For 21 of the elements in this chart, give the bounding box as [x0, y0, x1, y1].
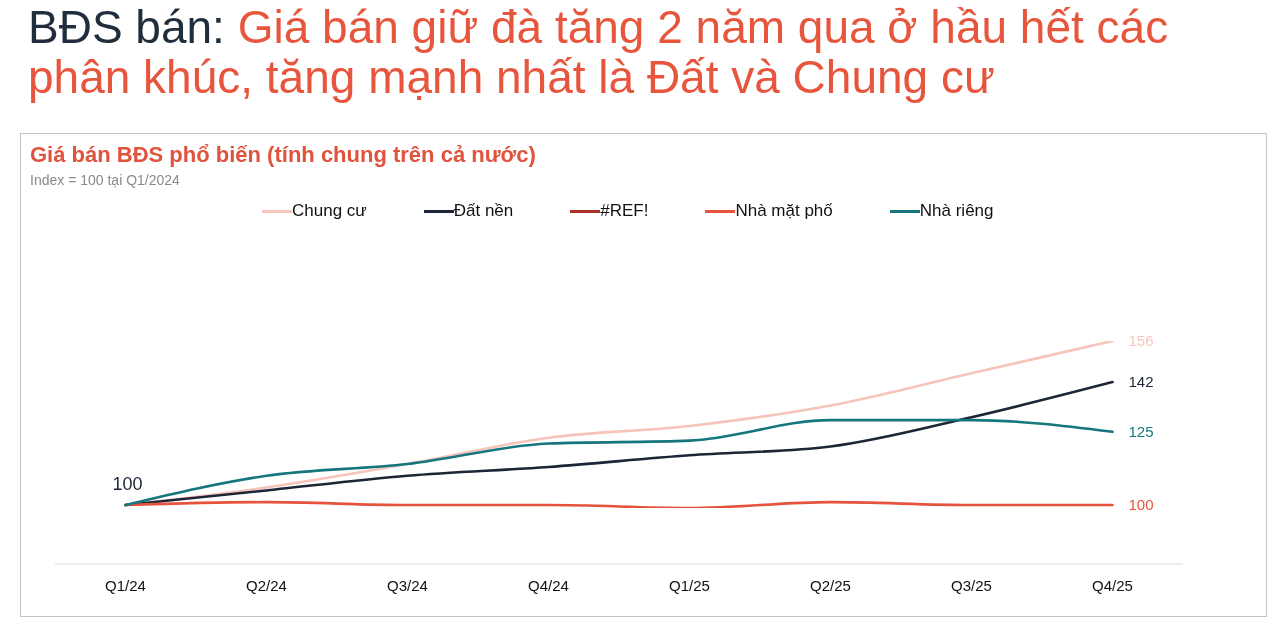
- x-tick-label: Q3/25: [951, 576, 992, 594]
- legend-label: Đất nền: [453, 201, 514, 221]
- legend-label: Nhà riêng: [919, 201, 994, 221]
- data-label: 100: [112, 474, 143, 495]
- data-label: 156: [1128, 332, 1154, 350]
- legend-label: #REF!: [600, 201, 649, 221]
- legend-label: Nhà mặt phố: [735, 201, 833, 221]
- data-label: 125: [1128, 423, 1154, 441]
- x-tick-label: Q1/24: [105, 576, 146, 594]
- x-tick-label: Q4/24: [528, 576, 569, 594]
- x-tick-label: Q2/24: [246, 576, 287, 594]
- x-tick-label: Q3/24: [387, 576, 428, 594]
- x-tick-label: Q4/25: [1092, 576, 1133, 594]
- data-label: 100: [1128, 496, 1154, 514]
- x-tick-label: Q2/25: [810, 576, 851, 594]
- text: BĐS bán: Giá bán giữ đà tăng 2 năm qua ở hầu hết các phân khúc, tăng mạnh nhất là Đất và Chung cư: [28, 1, 1170, 103]
- chart-title: Giá bán BĐS phổ biến (tính chung trên cả nước): [30, 142, 536, 168]
- chart-subtitle: Index = 100 tại Q1/2024: [30, 171, 180, 189]
- x-tick-label: Q1/25: [669, 576, 710, 594]
- legend-label: Chung cư: [292, 201, 367, 221]
- data-label: 142: [1128, 373, 1154, 391]
